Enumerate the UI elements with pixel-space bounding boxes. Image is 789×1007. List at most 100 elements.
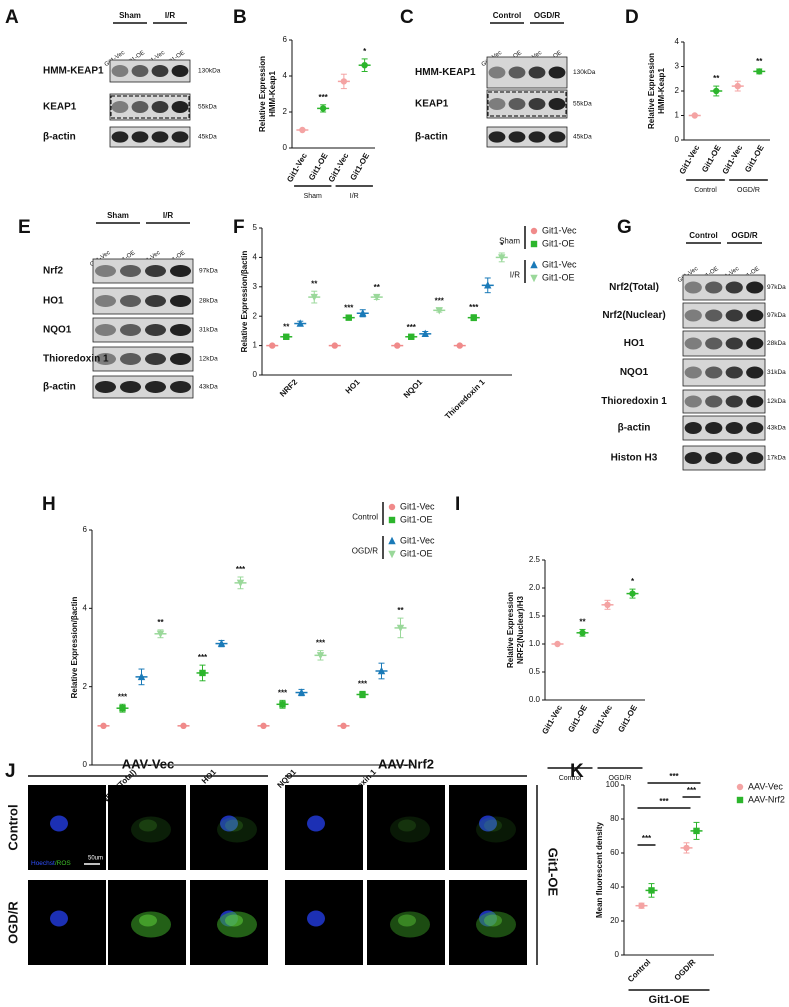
blot-band <box>746 452 764 464</box>
blot-band <box>528 98 546 110</box>
x-tick-label: Control <box>626 958 652 984</box>
significance: ** <box>157 618 164 627</box>
nucleus <box>50 815 68 832</box>
blot-size: 12kDa <box>199 356 218 363</box>
blot-strip <box>486 56 568 89</box>
ros-signal <box>476 911 516 938</box>
panel-label: D <box>625 7 639 28</box>
x-tick-label: OGD/R <box>672 957 697 982</box>
blot-row-label: HO1 <box>624 338 645 349</box>
y-tick-label: 0 <box>283 143 288 152</box>
x-tick-label: Git1-OE <box>348 151 371 182</box>
marker <box>604 601 611 608</box>
marker <box>297 688 306 696</box>
blot-group: OGD/R <box>731 231 757 240</box>
x-tick-label: Git1-Vec <box>678 143 702 176</box>
blot-band <box>131 101 149 113</box>
legend-marker <box>388 536 396 545</box>
blot-band <box>705 281 723 294</box>
marker <box>734 82 741 90</box>
legend-label: Git1-Vec <box>400 535 435 545</box>
y-tick-label: 4 <box>283 71 288 80</box>
significance: *** <box>358 679 368 688</box>
blot-size: 43kDa <box>199 384 218 391</box>
blot-row-label: β-actin <box>43 132 76 143</box>
blot-band <box>746 309 764 322</box>
blot-size: 55kDa <box>198 104 217 111</box>
marker <box>283 333 290 340</box>
y-axis-label: Relative Expression/βactin <box>70 596 79 698</box>
blot-band <box>170 381 191 393</box>
marker <box>340 78 348 85</box>
marker <box>377 666 386 675</box>
blot-band <box>705 337 723 350</box>
ros-signal <box>476 816 516 843</box>
marker <box>199 669 206 677</box>
blot-band <box>145 265 166 277</box>
marker <box>137 672 146 681</box>
blot-size: 31kDa <box>767 369 786 376</box>
ros-signal <box>225 914 243 927</box>
marker <box>498 254 506 262</box>
marker <box>756 68 763 75</box>
blot-band <box>145 295 166 307</box>
significance: * <box>363 47 367 56</box>
blot-band <box>684 366 702 379</box>
marker <box>156 630 165 638</box>
legend-marker <box>736 783 744 791</box>
marker <box>421 329 429 338</box>
marker <box>456 342 463 349</box>
blot-band <box>548 98 566 110</box>
blot-group: I/R <box>165 11 175 20</box>
ros-signal <box>398 914 416 927</box>
marker <box>554 640 561 648</box>
marker <box>331 342 338 349</box>
stain-ros: /ROS <box>55 860 72 867</box>
blot-row-label: Thioredoxin 1 <box>601 396 667 407</box>
group-label: OGD/R <box>609 775 632 782</box>
blot-band <box>120 295 141 307</box>
marker <box>361 61 368 69</box>
blot-size: 97kDa <box>767 312 786 319</box>
significance: ** <box>374 283 381 292</box>
y-axis-label: HMM-Keap1 <box>657 68 666 114</box>
y-tick-label: 4 <box>675 37 680 46</box>
legend-marker <box>530 274 538 283</box>
significance: *** <box>642 834 652 843</box>
panel-label: H <box>42 494 56 515</box>
y-tick-label: 4 <box>253 253 258 262</box>
legend-marker <box>530 227 538 235</box>
row-label: OGD/R <box>5 901 20 944</box>
blot-size: 12kDa <box>767 398 786 405</box>
marker <box>359 691 366 698</box>
y-tick-label: 0 <box>253 370 258 379</box>
marker <box>470 314 477 321</box>
blot-band <box>746 366 764 379</box>
y-tick-label: 3 <box>675 62 680 71</box>
marker <box>408 333 415 340</box>
legend-marker <box>388 550 396 559</box>
blot-band <box>145 353 166 365</box>
blot-strip <box>92 375 194 399</box>
ros-signal <box>131 816 171 843</box>
blot-row-label: NQO1 <box>43 325 72 336</box>
y-tick-label: 2 <box>675 86 680 95</box>
column-label: AAV-Nrf2 <box>378 756 434 771</box>
marker <box>359 309 367 317</box>
blot-band <box>725 281 743 294</box>
significance: *** <box>344 304 354 313</box>
significance: ** <box>283 323 290 332</box>
blot-band <box>746 281 764 294</box>
blot-size: 130kDa <box>573 69 596 76</box>
x-tick-label: Git1-Vec <box>590 703 614 736</box>
blot-row-label: HMM-KEAP1 <box>43 66 104 77</box>
marker <box>119 705 126 712</box>
y-axis-label: HMM-Keap1 <box>268 71 277 117</box>
legend-marker <box>388 503 396 511</box>
y-axis-label: NRF2(Nuclear)/H3 <box>516 595 525 664</box>
significance: *** <box>669 772 679 781</box>
significance: *** <box>236 565 246 574</box>
panel-label: G <box>617 217 632 238</box>
legend-label: AAV-Vec <box>748 781 783 791</box>
blot-band <box>131 65 149 77</box>
